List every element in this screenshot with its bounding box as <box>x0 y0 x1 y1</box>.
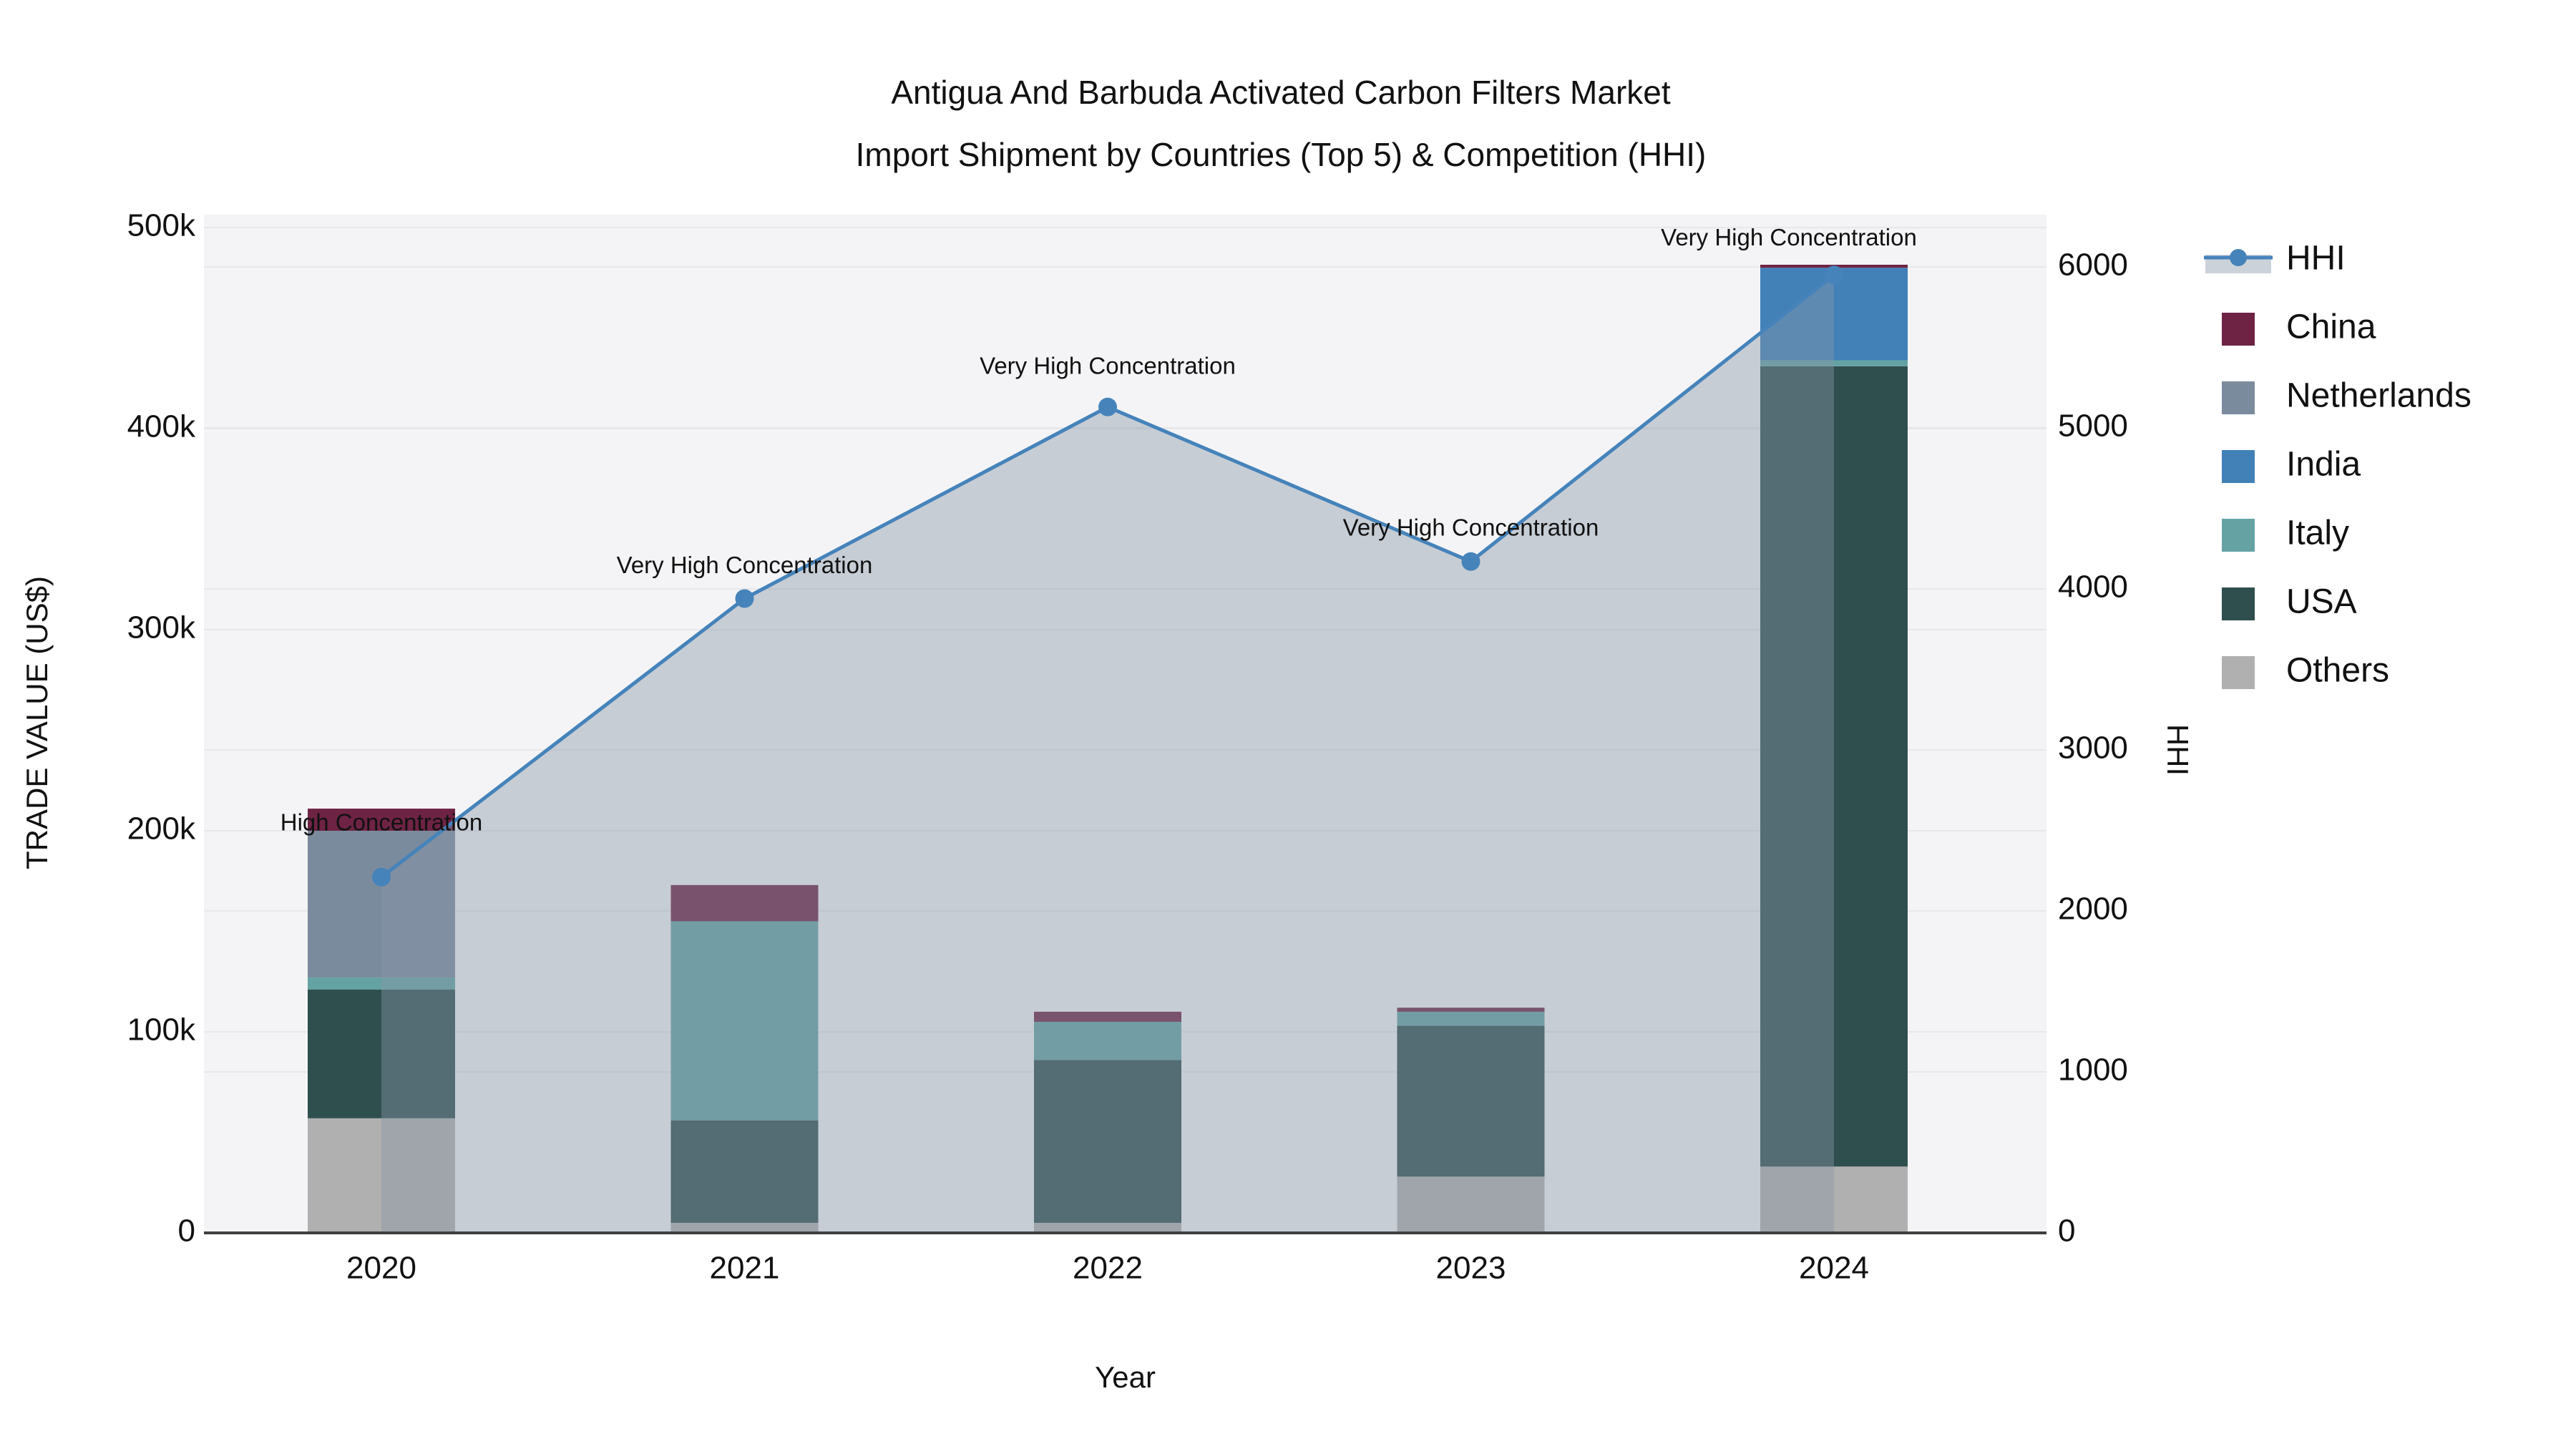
bar-segment-china-2020[interactable] <box>308 809 455 831</box>
y-left-tick-label: 0 <box>178 1214 195 1249</box>
x-tick-label-2021: 2021 <box>710 1251 780 1286</box>
bar-segment-others-2020[interactable] <box>308 1118 455 1233</box>
legend-label-china: China <box>2286 308 2376 346</box>
y-left-tick-label: 400k <box>127 409 196 444</box>
annotation-2022: Very High Concentration <box>980 352 1236 379</box>
y-right-tick-label: 0 <box>2058 1214 2075 1249</box>
bar-segment-china-2022[interactable] <box>1034 1011 1181 1022</box>
legend-swatch-usa <box>2222 587 2255 620</box>
annotation-layer: High Concentration Very High Concentratio… <box>280 224 1917 836</box>
bar-segment-netherlands-2020[interactable] <box>308 831 455 978</box>
y-right-tick-label: 3000 <box>2058 731 2128 766</box>
x-tick-label-2020: 2020 <box>346 1251 416 1286</box>
y-right-tick-label: 5000 <box>2058 409 2128 444</box>
y-right-tick-label: 1000 <box>2058 1053 2128 1088</box>
bar-segment-italy-2021[interactable] <box>670 921 819 1121</box>
legend-swatch-others <box>2222 656 2255 689</box>
hhi-point-2024[interactable] <box>1825 265 1843 285</box>
axes-layer: 0 100k 200k 300k 400k 500k 0 1000 2000 3000 4000 50… <box>20 208 2195 1394</box>
bar-segment-china-2021[interactable] <box>670 884 819 922</box>
bar-segment-usa-2020[interactable] <box>308 989 455 1118</box>
y-left-tick-label: 200k <box>127 811 196 847</box>
hhi-line-layer <box>372 265 1843 887</box>
legend-swatch-china <box>2222 313 2255 346</box>
legend-item-china[interactable]: China <box>2222 308 2376 346</box>
y-left-tick-label: 300k <box>127 610 196 645</box>
bar-segment-usa-2022[interactable] <box>1034 1060 1181 1223</box>
x-axis-title: Year <box>1095 1360 1156 1394</box>
chart-title-line2: Import Shipment by Countries (Top 5) & C… <box>856 136 1707 173</box>
annotation-2021: Very High Concentration <box>617 552 873 578</box>
legend-swatch-india <box>2222 450 2255 483</box>
bar-segment-italy-2020[interactable] <box>308 977 455 990</box>
legend-item-hhi[interactable]: HHI <box>2204 240 2346 278</box>
hhi-point-2023[interactable] <box>1461 552 1480 571</box>
y-left-tick-label: 500k <box>127 208 196 243</box>
legend-swatch-hhi-marker <box>2230 249 2247 266</box>
bar-segment-others-2021[interactable] <box>670 1222 819 1233</box>
hhi-area-layer <box>381 275 1834 1233</box>
annotation-2020: High Concentration <box>280 809 483 835</box>
y-right-tick-label: 4000 <box>2058 570 2128 605</box>
y-left-tick-label: 100k <box>127 1013 196 1048</box>
legend-swatch-netherlands <box>2222 381 2255 414</box>
x-tick-label-2023: 2023 <box>1436 1251 1506 1286</box>
bar-segment-others-2024[interactable] <box>1760 1166 1908 1233</box>
legend-item-india[interactable]: India <box>2222 446 2361 484</box>
legend-item-usa[interactable]: USA <box>2222 583 2357 621</box>
bars-layer <box>308 264 1908 1233</box>
hhi-point-2020[interactable] <box>372 867 391 887</box>
bar-segment-italy-2024[interactable] <box>1760 360 1908 366</box>
bar-segment-usa-2023[interactable] <box>1397 1025 1545 1177</box>
title-layer: Antigua And Barbuda Activated Carbon Fil… <box>856 74 1707 173</box>
hhi-point-2022[interactable] <box>1098 397 1117 416</box>
legend-layer: HHI China Netherlands India Italy USA Others <box>2204 240 2472 690</box>
chart-title-line1: Antigua And Barbuda Activated Carbon Fil… <box>891 74 1670 111</box>
legend-label-others: Others <box>2286 652 2389 690</box>
bar-segment-china-2023[interactable] <box>1397 1008 1545 1012</box>
bar-segment-usa-2021[interactable] <box>670 1120 819 1223</box>
y-right-tick-label: 2000 <box>2058 892 2128 927</box>
legend-item-italy[interactable]: Italy <box>2222 514 2349 552</box>
y-right-tick-label: 6000 <box>2058 248 2128 283</box>
bar-segment-usa-2024[interactable] <box>1760 366 1908 1167</box>
annotation-2024: Very High Concentration <box>1661 224 1917 250</box>
legend-label-india: India <box>2286 446 2361 484</box>
y-left-axis-title: TRADE VALUE (US$) <box>20 576 54 869</box>
legend-label-usa: USA <box>2286 583 2357 621</box>
legend-label-hhi: HHI <box>2286 240 2346 278</box>
legend-label-netherlands: Netherlands <box>2286 377 2472 415</box>
legend-item-others[interactable]: Others <box>2222 652 2389 690</box>
bar-segment-others-2023[interactable] <box>1397 1176 1545 1233</box>
bar-segment-others-2022[interactable] <box>1034 1222 1181 1233</box>
legend-swatch-italy <box>2222 519 2255 552</box>
hhi-point-2021[interactable] <box>735 589 754 608</box>
x-tick-label-2024: 2024 <box>1799 1251 1869 1286</box>
bar-segment-italy-2023[interactable] <box>1397 1011 1545 1026</box>
hhi-area <box>381 275 1834 1233</box>
bar-segment-italy-2022[interactable] <box>1034 1021 1181 1060</box>
annotation-2023: Very High Concentration <box>1343 514 1599 540</box>
x-tick-label-2022: 2022 <box>1073 1251 1143 1286</box>
legend-label-italy: Italy <box>2286 514 2349 552</box>
legend-item-netherlands[interactable]: Netherlands <box>2222 377 2472 415</box>
y-right-axis-title: HHI <box>2161 724 2195 776</box>
gridline-layer <box>204 227 2046 1073</box>
